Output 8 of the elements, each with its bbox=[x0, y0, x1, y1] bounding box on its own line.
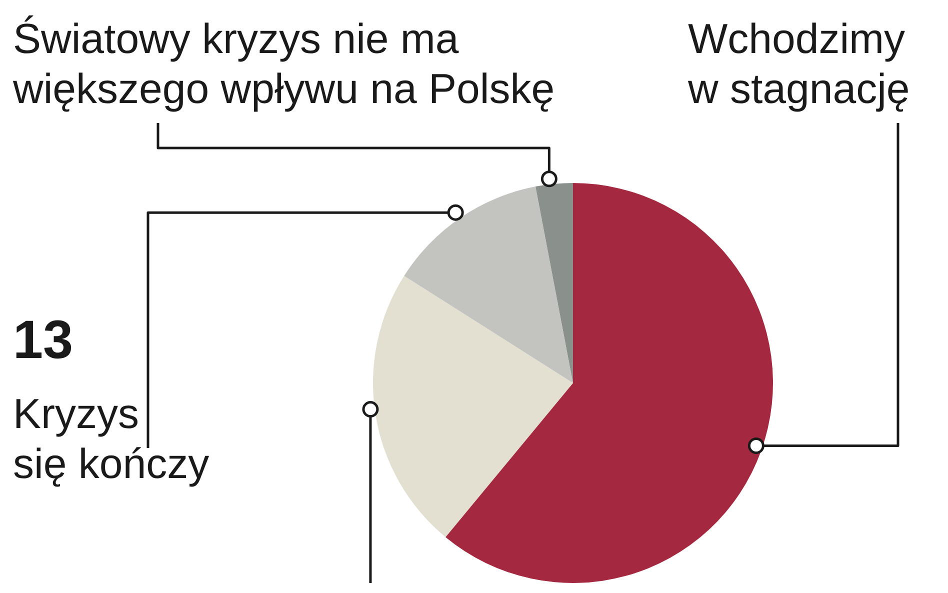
slice-label: Wchodzimy w stagnację bbox=[687, 15, 910, 112]
pie-slice bbox=[404, 186, 573, 383]
pie-slice bbox=[373, 276, 573, 538]
pie-slice bbox=[446, 183, 773, 583]
pie-slice bbox=[536, 183, 573, 383]
slice-label: Kryzys się kończy bbox=[13, 390, 210, 487]
data-label: 13 bbox=[13, 310, 74, 370]
slice-label: Światowy kryzys nie ma większego wpływu na Polskę bbox=[12, 15, 555, 112]
